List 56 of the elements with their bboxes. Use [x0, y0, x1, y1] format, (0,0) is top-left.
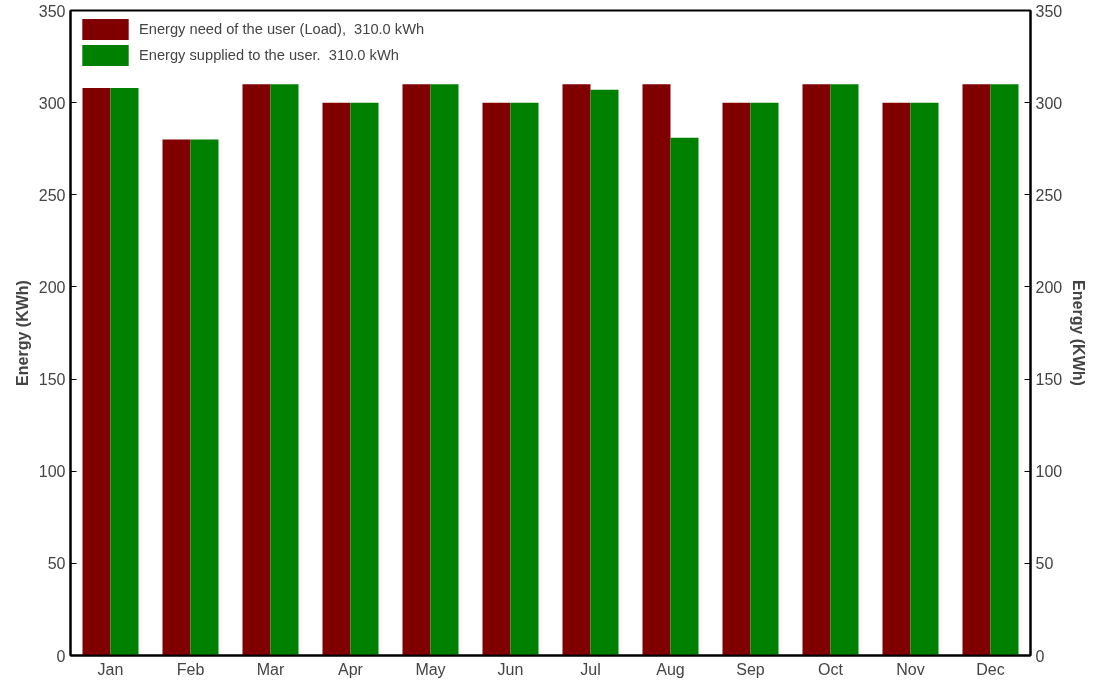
bar [750, 102, 779, 656]
bar [510, 102, 539, 656]
bar [802, 84, 831, 656]
x-tick-label: Mar [256, 660, 285, 678]
bar [82, 87, 111, 656]
bar [590, 89, 619, 656]
bar [402, 84, 431, 656]
bar [830, 84, 859, 656]
y-tick-label: 300 [38, 94, 66, 112]
y2-tick-label: 250 [1035, 186, 1063, 204]
x-tick-label: Jan [97, 660, 124, 678]
x-tick-label: Jul [580, 660, 601, 678]
bar [642, 84, 671, 656]
y-tick-label: 100 [38, 463, 66, 481]
x-tick-label: Aug [656, 660, 685, 678]
y2-axis-title: Energy (KWh) [1070, 280, 1088, 386]
y2-tick-label: 100 [1035, 463, 1063, 481]
bar [322, 102, 351, 656]
bar [910, 102, 939, 656]
bar [882, 102, 911, 656]
bar [990, 84, 1019, 656]
y-tick-label: 350 [38, 2, 66, 20]
y-tick-label: 250 [38, 186, 66, 204]
x-tick-label: Nov [896, 660, 925, 678]
bar [242, 84, 271, 656]
bar [670, 137, 699, 656]
y2-tick-label: 300 [1035, 94, 1063, 112]
bar [190, 139, 219, 656]
bar [350, 102, 379, 656]
y2-tick-label: 200 [1035, 278, 1063, 296]
y2-tick-label: 150 [1035, 371, 1063, 389]
bar [162, 139, 191, 656]
bar [562, 84, 591, 656]
bar [270, 84, 299, 656]
y-tick-label: 200 [38, 278, 66, 296]
bar [110, 87, 139, 656]
x-tick-label: Sep [736, 660, 765, 678]
bar [962, 84, 991, 656]
legend-label: Energy need of the user (Load), 310.0 kWh [139, 21, 425, 37]
y2-tick-label: 350 [1035, 2, 1063, 20]
bar [722, 102, 751, 656]
x-tick-label: Dec [976, 660, 1005, 678]
x-tick-label: Oct [818, 660, 844, 678]
x-tick-label: Feb [176, 660, 205, 678]
y2-tick-label: 50 [1035, 555, 1054, 573]
x-tick-label: Apr [338, 660, 364, 678]
y-tick-label: 150 [38, 371, 66, 389]
legend-label: Energy supplied to the user. 310.0 kWh [139, 47, 399, 63]
x-tick-label: May [415, 660, 446, 678]
bar [430, 84, 459, 656]
x-tick-label: Jun [497, 660, 524, 678]
y-tick-label: 0 [56, 647, 66, 665]
bar [482, 102, 511, 656]
y-axis-title: Energy (KWh) [13, 280, 31, 386]
y2-tick-label: 0 [1035, 647, 1045, 665]
y-tick-label: 50 [47, 555, 66, 573]
